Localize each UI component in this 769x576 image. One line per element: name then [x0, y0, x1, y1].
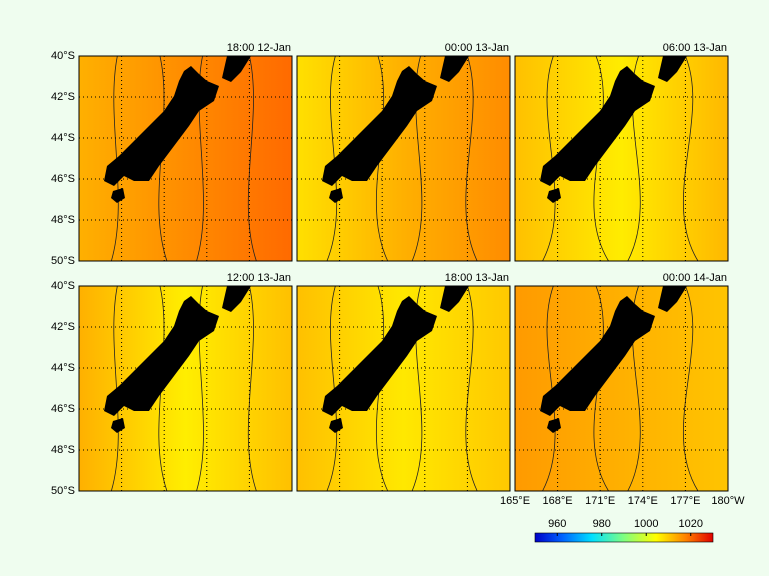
lat-label: 44°S [51, 132, 75, 144]
panel-frame [296, 55, 511, 262]
lon-label: 180°W [711, 495, 745, 507]
lat-label: 48°S [51, 444, 75, 456]
lat-label: 40°S [51, 280, 75, 292]
contour [465, 55, 478, 262]
panel-title: 12:00 13-Jan [227, 272, 291, 284]
contour [683, 55, 699, 262]
lon-label: 165°E [500, 495, 530, 507]
colorbar-label: 960 [548, 518, 566, 530]
panel-frame [296, 285, 511, 492]
contour [465, 285, 478, 492]
lat-label: 46°S [51, 403, 75, 415]
panel-title: 00:00 13-Jan [445, 42, 509, 54]
lat-label: 42°S [51, 91, 75, 103]
lat-label: 50°S [51, 485, 75, 497]
panel-title: 00:00 14-Jan [663, 272, 727, 284]
colorbar [534, 532, 714, 543]
panel-frame [78, 285, 293, 492]
lat-label: 48°S [51, 214, 75, 226]
panel-title: 18:00 13-Jan [445, 272, 509, 284]
contour [542, 55, 556, 262]
lon-label: 174°E [628, 495, 658, 507]
lon-label: 171°E [585, 495, 615, 507]
contour [542, 285, 556, 492]
colorbar-label: 1000 [634, 518, 658, 530]
lat-label: 50°S [51, 255, 75, 267]
panel-frame [514, 285, 729, 492]
contour [683, 285, 699, 492]
lat-label: 44°S [51, 362, 75, 374]
lat-label: 46°S [51, 173, 75, 185]
panel-title: 18:00 12-Jan [227, 42, 291, 54]
lon-label: 177°E [670, 495, 700, 507]
colorbar-label: 1020 [679, 518, 703, 530]
panel-title: 06:00 13-Jan [663, 42, 727, 54]
colorbar-label: 980 [593, 518, 611, 530]
lon-label: 168°E [543, 495, 573, 507]
lat-label: 42°S [51, 321, 75, 333]
lat-label: 40°S [51, 50, 75, 62]
contour [247, 55, 257, 262]
panel-frame [78, 55, 293, 262]
panel-frame [514, 55, 729, 262]
contour [247, 285, 257, 492]
